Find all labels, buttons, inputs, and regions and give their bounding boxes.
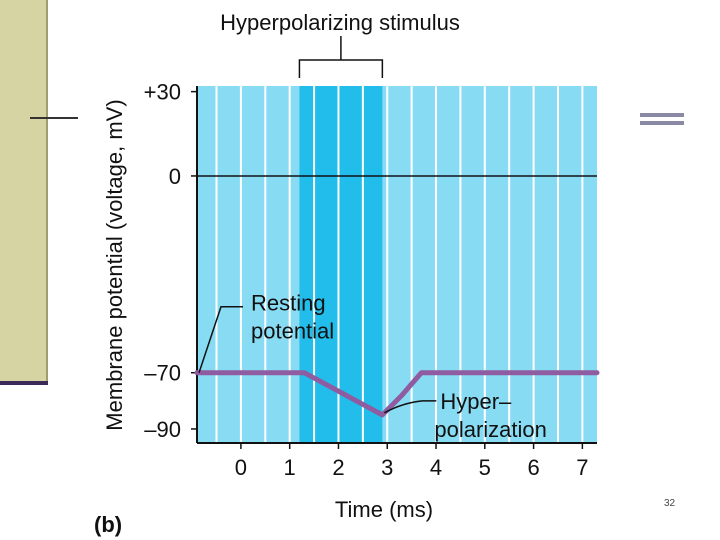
stimulus-band (299, 86, 382, 443)
y-tick-label: –70 (144, 361, 181, 386)
x-tick-label: 2 (332, 455, 344, 480)
resting-potential-label: Resting (251, 291, 326, 316)
hyperpolarization-label: polarization (434, 417, 547, 442)
slide-right-rule-bottom (640, 121, 684, 125)
slide-number: 32 (664, 498, 675, 509)
slide-left-band (0, 0, 48, 383)
x-tick-label: 1 (284, 455, 296, 480)
y-tick-label: –90 (144, 417, 181, 442)
slide-right-rule-top (640, 113, 684, 117)
x-tick-label: 6 (527, 455, 539, 480)
y-axis-label: Membrane potential (voltage, mV) (102, 99, 127, 430)
plot-area (197, 86, 597, 443)
chart-title: Hyperpolarizing stimulus (220, 10, 460, 35)
resting-potential-label: potential (251, 319, 334, 344)
x-tick-label: 7 (576, 455, 588, 480)
y-tick-label: 0 (169, 164, 181, 189)
x-tick-label: 3 (381, 455, 393, 480)
x-tick-label: 4 (430, 455, 442, 480)
slide-left-rule (0, 381, 48, 385)
hyperpolarization-label: Hyper– (440, 389, 512, 414)
x-tick-label: 0 (235, 455, 247, 480)
panel-label: (b) (94, 512, 122, 537)
y-tick-label: +30 (144, 80, 181, 105)
x-axis-label: Time (ms) (335, 497, 433, 522)
membrane-potential-chart: +30 0 –70 –90 0 1 2 3 4 5 6 7 Resting potential Hyper… (78, 0, 638, 540)
x-tick-label: 5 (479, 455, 491, 480)
